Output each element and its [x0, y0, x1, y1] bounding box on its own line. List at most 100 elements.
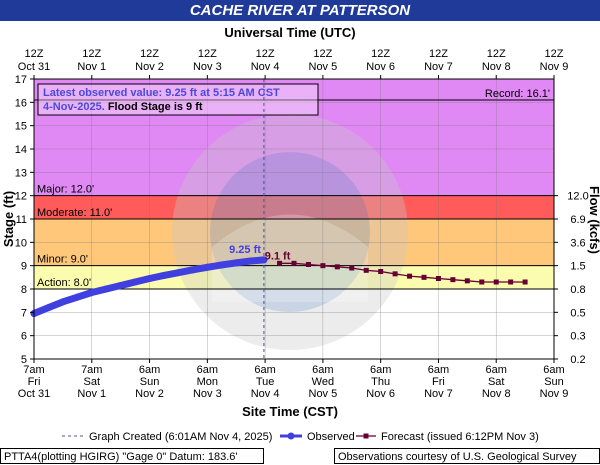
- noaa-seal-wave: [212, 214, 368, 302]
- y-tick-label: 12: [15, 191, 27, 203]
- top-tick-label: 12Z: [371, 48, 390, 60]
- flood-band-major: [34, 100, 554, 196]
- observed-point: [218, 261, 226, 269]
- top-tick-label: 12Z: [25, 48, 44, 60]
- bottom-tick-label: Nov 8: [482, 388, 511, 400]
- bottom-tick-label: Tue: [256, 376, 275, 388]
- y-tick-label: 7: [21, 307, 27, 319]
- forecast-point: [464, 278, 470, 284]
- top-tick-label: 12Z: [82, 48, 101, 60]
- flood-band-action: [34, 265, 554, 289]
- legend-observed-marker: [287, 432, 295, 440]
- forecast-point: [508, 279, 514, 285]
- threshold-label: Major: 12.0': [37, 184, 94, 196]
- y2-tick-label: 0.5: [570, 307, 585, 319]
- top-tick-label: Oct 31: [18, 61, 50, 73]
- forecast-point: [450, 277, 456, 283]
- forecast-point: [277, 260, 283, 266]
- observed-point: [88, 289, 96, 296]
- bottom-tick-label: 6am: [254, 364, 275, 376]
- legend-forecast-label: Forecast (issued 6:12PM Nov 3): [381, 431, 539, 443]
- y2-tick-label: 0.8: [570, 284, 585, 296]
- top-tick-label: Nov 8: [482, 61, 511, 73]
- bottom-tick-label: Nov 7: [424, 388, 453, 400]
- y-tick-label: 6: [21, 331, 27, 343]
- y-tick-label: 14: [15, 144, 27, 156]
- hydrograph-chart: Major: 12.0' Moderate: 11.0' Minor: 9.0' Ac…: [1, 25, 600, 443]
- observed-peak-label: 9.25 ft: [229, 244, 261, 256]
- bottom-tick-label: 6am: [428, 364, 449, 376]
- forecast-point: [291, 260, 297, 266]
- forecast-point: [305, 262, 311, 267]
- observed-point: [131, 278, 139, 286]
- observed-point: [160, 271, 168, 279]
- forecast-point: [522, 279, 528, 285]
- y-tick-label: 5: [21, 354, 27, 366]
- observed-point: [146, 275, 154, 282]
- top-tick-label: Nov 7: [424, 61, 453, 73]
- top-axis-title: Universal Time (UTC): [224, 25, 355, 40]
- y-tick-label: 11: [16, 214, 27, 226]
- bottom-tick-label: Nov 3: [193, 388, 222, 400]
- bottom-tick-label: 6am: [312, 364, 333, 376]
- bottom-tick-label: 7am: [81, 364, 102, 376]
- observed-point: [102, 285, 110, 293]
- y-tick-label: 9: [21, 261, 27, 273]
- chart-title: CACHE RIVER AT PATTERSON: [0, 0, 600, 21]
- forecast-point: [334, 264, 340, 270]
- observed-point: [260, 256, 268, 264]
- y2-tick-label: 3.6: [570, 237, 585, 249]
- flood-band-moderate: [34, 195, 554, 219]
- top-tick-label: Nov 5: [309, 61, 338, 73]
- forecast-point: [320, 263, 326, 269]
- legend-observed-label: Observed: [307, 431, 355, 443]
- observed-point: [174, 269, 182, 277]
- bottom-tick-label: 6am: [139, 364, 160, 376]
- top-tick-label: Nov 4: [251, 61, 280, 73]
- top-tick-label: Nov 9: [540, 61, 569, 73]
- y-tick-label: 16: [15, 97, 27, 109]
- noaa-seal-watermark: [172, 114, 408, 350]
- info-latest-observed: Latest observed value: 9.25 ft at 5:15 A…: [43, 87, 280, 99]
- forecast-peak-label: 9.1 ft: [265, 250, 291, 262]
- top-tick-label: 12Z: [429, 48, 448, 60]
- forecast-point: [392, 271, 398, 277]
- bottom-tick-label: Nov 9: [540, 388, 569, 400]
- bottom-tick-label: Nov 2: [135, 388, 164, 400]
- y2-tick-label: 0.2: [570, 354, 585, 366]
- bottom-tick-label: Sat: [488, 376, 505, 388]
- bottom-tick-label: Thu: [371, 376, 390, 388]
- observed-point: [232, 259, 240, 267]
- forecast-point: [349, 265, 355, 271]
- y-axis-label: Stage (ft): [1, 191, 16, 247]
- observed-point: [247, 257, 255, 265]
- observed-point: [44, 304, 52, 312]
- bottom-tick-label: Sat: [84, 376, 101, 388]
- top-tick-label: Nov 6: [366, 61, 395, 73]
- bottom-tick-label: Oct 31: [18, 388, 50, 400]
- observed-point: [73, 293, 81, 301]
- bottom-tick-label: 6am: [197, 364, 218, 376]
- threshold-label: Minor: 9.0': [37, 254, 88, 266]
- bottom-tick-label: 6am: [543, 364, 564, 376]
- observed-point: [189, 266, 197, 274]
- bottom-tick-label: 7am: [23, 364, 44, 376]
- top-tick-label: 12Z: [198, 48, 217, 60]
- y2-tick-label: 6.9: [570, 214, 585, 226]
- footer-datum: PTTA4(plotting HGIRG) "Gage 0" Datum: 18…: [0, 448, 264, 464]
- observed-point: [203, 263, 211, 271]
- info-flood-stage: 4-Nov-2025. Flood Stage is 9 ft: [43, 101, 203, 113]
- bottom-tick-label: Nov 4: [251, 388, 280, 400]
- top-tick-label: 12Z: [487, 48, 506, 60]
- top-tick-label: 12Z: [256, 48, 275, 60]
- bottom-tick-label: Nov 6: [366, 388, 395, 400]
- top-tick-label: Nov 1: [77, 61, 106, 73]
- bottom-tick-label: Sun: [544, 376, 564, 388]
- forecast-point: [407, 273, 413, 279]
- y-tick-label: 13: [15, 167, 27, 179]
- y-tick-label: 8: [21, 284, 27, 296]
- top-tick-label: 12Z: [545, 48, 564, 60]
- legend-forecast-marker: [363, 433, 369, 439]
- y-tick-label: 10: [15, 237, 27, 249]
- bottom-tick-label: 6am: [486, 364, 507, 376]
